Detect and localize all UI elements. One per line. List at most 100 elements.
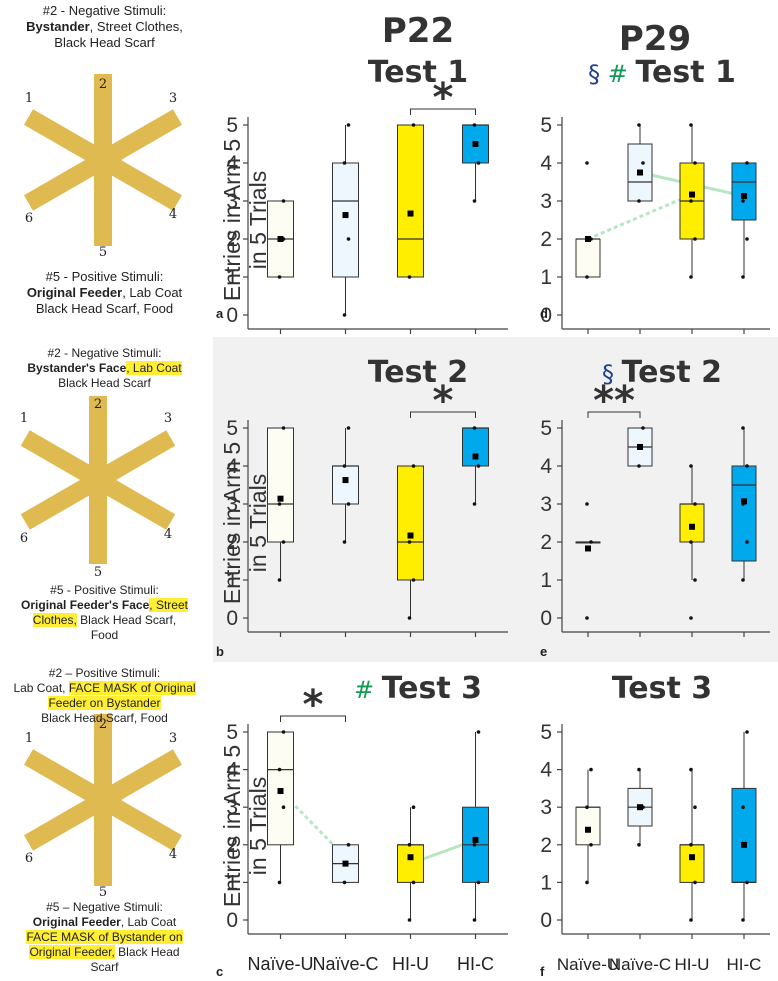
data-point [407,275,412,279]
maze-1-bottom-caption: #5 - Positive Stimuli: Original Feeder, … [26,269,183,316]
box-iqr [397,844,424,883]
panel-d-title: § # Test 1 [588,55,736,90]
data-point [476,880,481,885]
box-HI-U [679,464,705,620]
data-point [745,464,749,468]
data-point [693,578,697,582]
data-point [277,767,282,772]
column-title-p22: P22 [382,11,454,51]
data-point [411,578,416,582]
maze-arm [24,749,182,851]
box-iqr [731,162,757,221]
y-tick-label-2: 2 [226,834,238,857]
data-point [745,540,749,544]
data-point [745,161,749,165]
data-point [281,540,286,544]
box-iqr [397,124,424,278]
title-text: Test 1 [636,55,736,90]
mean-marker [585,545,591,552]
data-point [741,426,745,430]
mean-marker [637,169,643,176]
data-point [741,805,745,809]
maze-arm-label-4: 4 [169,207,177,222]
box-HI-U [397,805,424,922]
y-tick-label-4: 4 [226,759,238,782]
data-point [472,502,477,506]
box-Naïve-C [332,843,359,885]
box-iqr [267,427,294,543]
box-HI-C [731,730,757,922]
maze-3-bottom-caption: #5 – Negative Stimuli: Original Feeder, … [26,900,183,974]
maze-arm-label-3: 3 [169,91,177,106]
panel-d: § # Test 1 0 1 2 3 4 5 d [540,55,770,334]
mean-marker [637,444,643,450]
data-point [346,502,351,506]
maze-diagrams: 1 2 3 4 5 6 1 2 3 4 5 6 1 2 3 4 5 6 [20,74,182,900]
data-point [637,767,641,772]
data-point [407,843,412,847]
box-HI-C [731,161,757,279]
box-iqr [267,731,294,846]
y-tick-label-5: 5 [226,417,238,440]
data-point [342,464,347,468]
middle-row-shading [213,337,778,662]
box-iqr [332,465,359,505]
box-iqr [679,503,705,543]
data-point [346,123,351,127]
data-point [637,464,641,468]
maze-arm-label-3: 3 [169,731,177,746]
mean-marker [741,193,747,200]
maze-arm-label-5: 5 [99,885,107,900]
mean-marker [407,854,414,861]
data-point [689,918,693,922]
y-tick-label-3: 3 [540,796,552,819]
y-tick-label-1: 1 [540,569,552,592]
x-category-label: Naïve-U [557,955,619,974]
data-point [693,880,697,885]
title-text: Test 2 [622,355,722,390]
maze-arm [20,430,176,530]
significance-bracket [410,108,476,115]
box-iqr [679,844,705,883]
significance-star: * [433,378,454,424]
maze-arm-label-6: 6 [20,531,28,546]
maze-3-top-caption: #2 – Positive Stimuli: Lab Coat, FACE MA… [13,666,196,725]
data-point [693,237,697,241]
mean-marker [472,836,479,843]
title-text: Test 2 [368,355,468,390]
y-tick-label-2: 2 [226,531,238,554]
data-point [641,426,645,430]
column-title-p29: P29 [619,19,691,59]
y-axis-label-line1: Entries in Arm 5 [219,139,245,301]
mean-marker [407,532,414,539]
data-point [693,502,697,506]
y-tick-label-5: 5 [540,114,552,137]
x-category-label: HI-U [392,954,429,974]
data-point [637,123,641,127]
data-point [585,275,589,279]
panel-letter-a: a [216,306,224,321]
panel-letter-f: f [540,964,545,979]
data-point [277,880,282,885]
y-tick-label-2: 2 [540,228,552,251]
data-point [476,464,481,468]
data-point [585,805,589,809]
box-iqr [575,806,601,846]
y-tick-label-5: 5 [226,721,238,744]
y-tick-label-2: 2 [540,834,552,857]
data-point [693,161,697,165]
panel-e: § Test 2 0 1 2 3 4 5 e ** [540,355,770,659]
box-HI-U [397,123,424,279]
data-point [407,918,412,922]
panel-a: Test 1 0 1 2 3 4 5 a * Entries in Arm 5 in 5 Trial… [216,55,508,334]
significance-star: ** [593,378,635,424]
title-text: Test 3 [382,671,482,706]
panel-a-title: Test 1 [368,55,468,90]
maze-2-top-caption: #2 - Negative Stimuli: Bystander's Face,… [27,346,182,390]
data-point [689,123,693,127]
mean-marker [637,804,643,811]
box-iqr [731,465,757,562]
y-tick-label-3: 3 [226,796,238,819]
